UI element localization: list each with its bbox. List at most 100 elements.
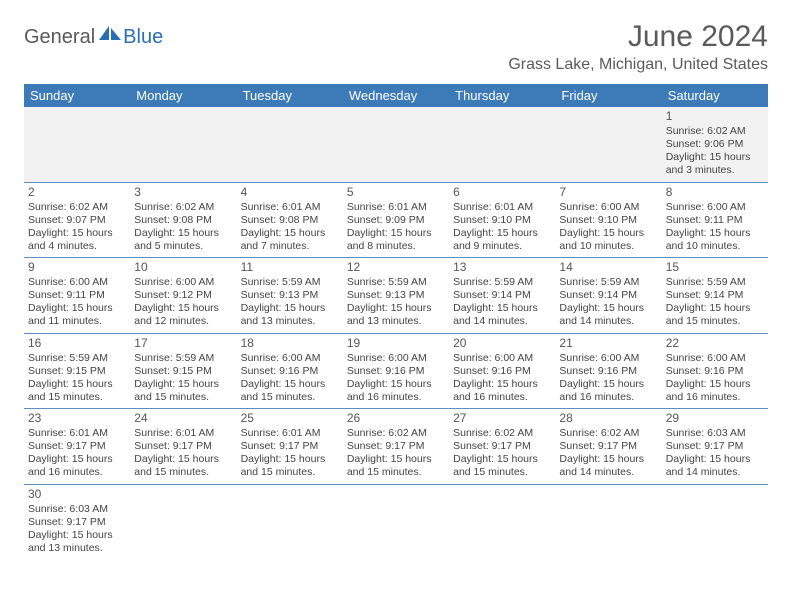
daylight-line: Daylight: 15 hours and 14 minutes. xyxy=(559,302,657,328)
sunrise-line: Sunrise: 6:00 AM xyxy=(666,352,764,365)
day-cell: 7Sunrise: 6:00 AMSunset: 9:10 PMDaylight… xyxy=(555,182,661,258)
day-number: 23 xyxy=(28,411,126,426)
daylight-line: Daylight: 15 hours and 12 minutes. xyxy=(134,302,232,328)
location: Grass Lake, Michigan, United States xyxy=(508,56,768,74)
day-cell: 13Sunrise: 5:59 AMSunset: 9:14 PMDayligh… xyxy=(449,258,555,334)
sunset-line: Sunset: 9:17 PM xyxy=(134,440,232,453)
daylight-line: Daylight: 15 hours and 11 minutes. xyxy=(28,302,126,328)
sunset-line: Sunset: 9:17 PM xyxy=(28,440,126,453)
day-cell: 12Sunrise: 5:59 AMSunset: 9:13 PMDayligh… xyxy=(343,258,449,334)
sunrise-line: Sunrise: 5:59 AM xyxy=(28,352,126,365)
sunset-line: Sunset: 9:17 PM xyxy=(241,440,339,453)
daylight-line: Daylight: 15 hours and 15 minutes. xyxy=(347,453,445,479)
month-title: June 2024 xyxy=(508,20,768,54)
empty-cell xyxy=(24,107,130,182)
sunrise-line: Sunrise: 6:00 AM xyxy=(453,352,551,365)
sunrise-line: Sunrise: 6:02 AM xyxy=(347,427,445,440)
daylight-line: Daylight: 15 hours and 4 minutes. xyxy=(28,227,126,253)
day-number: 14 xyxy=(559,260,657,275)
empty-cell xyxy=(555,107,661,182)
empty-cell xyxy=(343,484,449,559)
day-cell: 9Sunrise: 6:00 AMSunset: 9:11 PMDaylight… xyxy=(24,258,130,334)
day-cell: 16Sunrise: 5:59 AMSunset: 9:15 PMDayligh… xyxy=(24,333,130,409)
sunrise-line: Sunrise: 6:01 AM xyxy=(347,201,445,214)
day-number: 11 xyxy=(241,260,339,275)
day-number: 27 xyxy=(453,411,551,426)
sunset-line: Sunset: 9:06 PM xyxy=(666,138,764,151)
sunset-line: Sunset: 9:17 PM xyxy=(347,440,445,453)
sunrise-line: Sunrise: 6:00 AM xyxy=(241,352,339,365)
day-number: 24 xyxy=(134,411,232,426)
daylight-line: Daylight: 15 hours and 8 minutes. xyxy=(347,227,445,253)
day-cell: 19Sunrise: 6:00 AMSunset: 9:16 PMDayligh… xyxy=(343,333,449,409)
day-cell: 27Sunrise: 6:02 AMSunset: 9:17 PMDayligh… xyxy=(449,409,555,485)
weekday-header: Sunday xyxy=(24,84,130,107)
sunset-line: Sunset: 9:14 PM xyxy=(666,289,764,302)
daylight-line: Daylight: 15 hours and 13 minutes. xyxy=(347,302,445,328)
daylight-line: Daylight: 15 hours and 15 minutes. xyxy=(241,453,339,479)
day-cell: 20Sunrise: 6:00 AMSunset: 9:16 PMDayligh… xyxy=(449,333,555,409)
day-number: 4 xyxy=(241,185,339,200)
sunrise-line: Sunrise: 6:01 AM xyxy=(28,427,126,440)
daylight-line: Daylight: 15 hours and 16 minutes. xyxy=(666,378,764,404)
sunrise-line: Sunrise: 6:01 AM xyxy=(241,201,339,214)
day-cell: 10Sunrise: 6:00 AMSunset: 9:12 PMDayligh… xyxy=(130,258,236,334)
daylight-line: Daylight: 15 hours and 16 minutes. xyxy=(28,453,126,479)
sunset-line: Sunset: 9:17 PM xyxy=(559,440,657,453)
sunset-line: Sunset: 9:16 PM xyxy=(347,365,445,378)
empty-cell xyxy=(555,484,661,559)
sunset-line: Sunset: 9:15 PM xyxy=(28,365,126,378)
weekday-header: Thursday xyxy=(449,84,555,107)
sunset-line: Sunset: 9:16 PM xyxy=(559,365,657,378)
day-cell: 24Sunrise: 6:01 AMSunset: 9:17 PMDayligh… xyxy=(130,409,236,485)
day-number: 12 xyxy=(347,260,445,275)
sunset-line: Sunset: 9:17 PM xyxy=(453,440,551,453)
sunrise-line: Sunrise: 6:02 AM xyxy=(666,125,764,138)
day-number: 18 xyxy=(241,336,339,351)
day-cell: 28Sunrise: 6:02 AMSunset: 9:17 PMDayligh… xyxy=(555,409,661,485)
day-cell: 21Sunrise: 6:00 AMSunset: 9:16 PMDayligh… xyxy=(555,333,661,409)
day-number: 13 xyxy=(453,260,551,275)
day-number: 6 xyxy=(453,185,551,200)
sunrise-line: Sunrise: 5:59 AM xyxy=(347,276,445,289)
daylight-line: Daylight: 15 hours and 5 minutes. xyxy=(134,227,232,253)
title-block: June 2024 Grass Lake, Michigan, United S… xyxy=(508,20,768,74)
sunrise-line: Sunrise: 6:00 AM xyxy=(347,352,445,365)
sunrise-line: Sunrise: 6:02 AM xyxy=(134,201,232,214)
day-cell: 2Sunrise: 6:02 AMSunset: 9:07 PMDaylight… xyxy=(24,182,130,258)
sunset-line: Sunset: 9:15 PM xyxy=(134,365,232,378)
sunrise-line: Sunrise: 6:00 AM xyxy=(28,276,126,289)
day-number: 15 xyxy=(666,260,764,275)
calendar-table: SundayMondayTuesdayWednesdayThursdayFrid… xyxy=(24,84,768,559)
day-number: 9 xyxy=(28,260,126,275)
sunset-line: Sunset: 9:08 PM xyxy=(241,214,339,227)
daylight-line: Daylight: 15 hours and 10 minutes. xyxy=(559,227,657,253)
day-number: 10 xyxy=(134,260,232,275)
day-number: 25 xyxy=(241,411,339,426)
day-cell: 26Sunrise: 6:02 AMSunset: 9:17 PMDayligh… xyxy=(343,409,449,485)
sunset-line: Sunset: 9:10 PM xyxy=(559,214,657,227)
day-cell: 6Sunrise: 6:01 AMSunset: 9:10 PMDaylight… xyxy=(449,182,555,258)
day-number: 5 xyxy=(347,185,445,200)
brand-general: General xyxy=(24,26,95,49)
day-cell: 23Sunrise: 6:01 AMSunset: 9:17 PMDayligh… xyxy=(24,409,130,485)
sunrise-line: Sunrise: 6:00 AM xyxy=(559,201,657,214)
daylight-line: Daylight: 15 hours and 7 minutes. xyxy=(241,227,339,253)
weekday-header: Friday xyxy=(555,84,661,107)
empty-cell xyxy=(130,107,236,182)
daylight-line: Daylight: 15 hours and 15 minutes. xyxy=(28,378,126,404)
sunrise-line: Sunrise: 6:02 AM xyxy=(28,201,126,214)
weekday-header: Monday xyxy=(130,84,236,107)
daylight-line: Daylight: 15 hours and 14 minutes. xyxy=(453,302,551,328)
day-cell: 25Sunrise: 6:01 AMSunset: 9:17 PMDayligh… xyxy=(237,409,343,485)
sunrise-line: Sunrise: 6:01 AM xyxy=(241,427,339,440)
day-number: 17 xyxy=(134,336,232,351)
empty-cell xyxy=(662,484,768,559)
day-cell: 11Sunrise: 5:59 AMSunset: 9:13 PMDayligh… xyxy=(237,258,343,334)
day-number: 16 xyxy=(28,336,126,351)
empty-cell xyxy=(237,107,343,182)
day-cell: 14Sunrise: 5:59 AMSunset: 9:14 PMDayligh… xyxy=(555,258,661,334)
sunrise-line: Sunrise: 6:03 AM xyxy=(28,503,126,516)
weekday-header: Tuesday xyxy=(237,84,343,107)
sunset-line: Sunset: 9:10 PM xyxy=(453,214,551,227)
